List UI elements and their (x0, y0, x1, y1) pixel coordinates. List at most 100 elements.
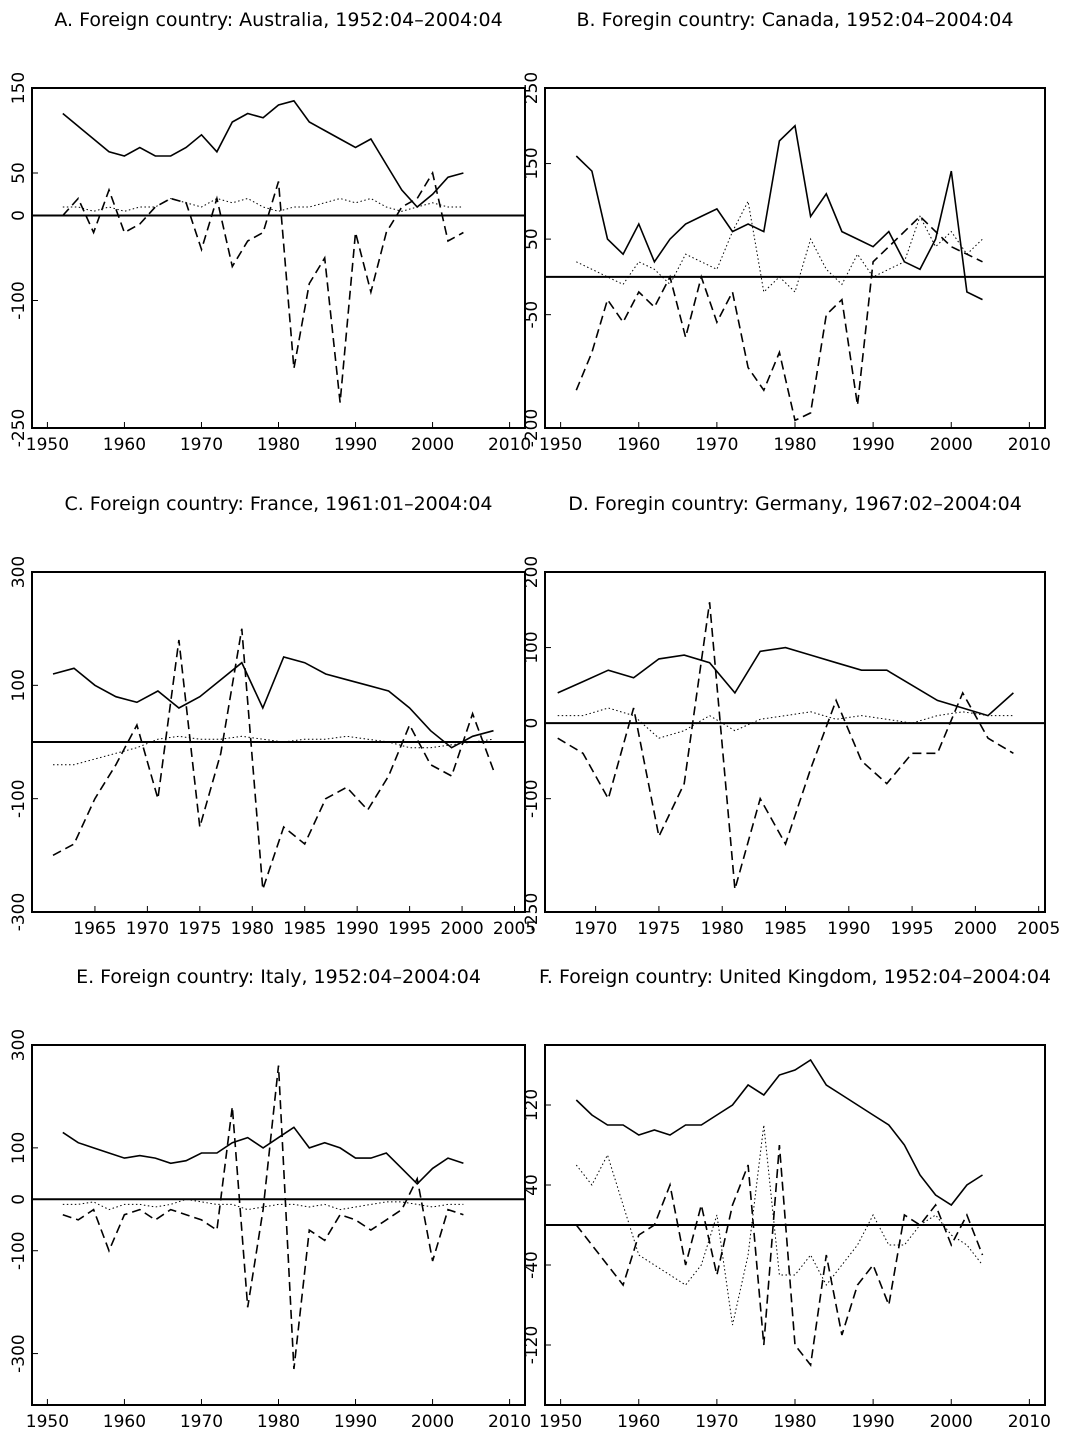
panel-title: E. Foreign country: Italy, 1952:04–2004:… (76, 966, 481, 988)
y-tick-label: 0 (9, 210, 29, 221)
x-tick-label: 2010 (488, 1412, 531, 1432)
panel-title: A. Foreign country: Australia, 1952:04–2… (54, 9, 502, 31)
y-tick-label: 50 (522, 228, 542, 250)
panel: F. Foreign country: United Kingdom, 1952… (522, 966, 1051, 1432)
y-tick-label: -40 (522, 1251, 542, 1279)
x-tick-label: 1980 (231, 919, 274, 939)
y-tick-label: 100 (9, 1132, 29, 1164)
panel-title: D. Foregin country: Germany, 1967:02–200… (568, 493, 1022, 515)
x-tick-label: 1970 (695, 1412, 738, 1432)
x-tick-label: 2010 (1008, 435, 1051, 455)
series-line (575, 1058, 983, 1207)
series-line (62, 1126, 464, 1186)
x-tick-label: 1995 (388, 919, 431, 939)
x-tick-label: 1975 (178, 919, 221, 939)
x-tick-label: 2010 (1008, 1412, 1051, 1432)
x-tick-label: 1960 (103, 1412, 146, 1432)
y-tick-label: -50 (522, 301, 542, 329)
y-tick-label: 150 (522, 147, 542, 179)
y-tick-label: -100 (9, 779, 29, 818)
x-tick-label: 1990 (334, 435, 377, 455)
x-tick-label: 2000 (954, 919, 997, 939)
panel: C. Foreign country: France, 1961:01–2004… (9, 493, 536, 939)
y-tick-label: -100 (9, 1231, 29, 1270)
x-tick-label: 1950 (539, 1412, 582, 1432)
x-tick-label: 1950 (26, 1412, 69, 1432)
panel-title: C. Foreign country: France, 1961:01–2004… (64, 493, 492, 515)
plot-frame (31, 1044, 526, 1406)
plot-frame (544, 87, 1046, 429)
series-line (557, 602, 1014, 890)
y-tick-label: -300 (9, 893, 29, 932)
series-line (53, 735, 494, 766)
x-tick-label: 1990 (334, 1412, 377, 1432)
y-tick-label: 250 (522, 72, 542, 104)
series-line (575, 1144, 984, 1367)
x-tick-label: 1975 (637, 919, 680, 939)
x-tick-label: 1960 (617, 1412, 660, 1432)
x-tick-label: 1960 (103, 435, 146, 455)
y-tick-label: -250 (522, 893, 542, 932)
x-tick-label: 1990 (851, 435, 894, 455)
series-line (62, 170, 464, 403)
series-line (62, 197, 464, 212)
panel: D. Foregin country: Germany, 1967:02–200… (522, 493, 1060, 939)
x-tick-label: 2005 (1017, 919, 1060, 939)
y-tick-label: 0 (9, 1194, 29, 1205)
series-line (575, 124, 983, 301)
x-tick-label: 2005 (493, 919, 536, 939)
x-tick-label: 1985 (764, 919, 807, 939)
panel: A. Foreign country: Australia, 1952:04–2… (9, 9, 531, 455)
series-line (575, 215, 983, 422)
series-line (576, 199, 983, 294)
y-tick-label: 50 (9, 162, 29, 184)
x-tick-label: 1990 (851, 1412, 894, 1432)
panel: E. Foreign country: Italy, 1952:04–2004:… (9, 966, 531, 1432)
series-line (52, 628, 495, 890)
x-tick-label: 2000 (411, 1412, 454, 1432)
y-tick-label: -100 (522, 779, 542, 818)
x-tick-label: 1970 (695, 435, 738, 455)
x-tick-label: 2000 (930, 1412, 973, 1432)
y-tick-label: 40 (522, 1174, 542, 1196)
y-tick-label: -100 (9, 281, 29, 320)
series-line (52, 656, 494, 749)
y-tick-label: -200 (522, 409, 542, 448)
panel-title: B. Foregin country: Canada, 1952:04–2004… (577, 9, 1014, 31)
x-tick-label: 2000 (930, 435, 973, 455)
x-tick-label: 1980 (773, 435, 816, 455)
x-tick-label: 1980 (257, 1412, 300, 1432)
panel-title: F. Foreign country: United Kingdom, 1952… (539, 966, 1051, 988)
x-tick-label: 2010 (488, 435, 531, 455)
y-tick-label: 300 (9, 1029, 29, 1061)
y-tick-label: 200 (522, 556, 542, 588)
y-tick-label: -300 (9, 1334, 29, 1373)
x-tick-label: 1970 (180, 1412, 223, 1432)
y-tick-label: -250 (9, 409, 29, 448)
y-tick-label: 0 (522, 718, 542, 729)
y-tick-label: 150 (9, 72, 29, 104)
series-line (62, 1065, 464, 1370)
x-tick-label: 1960 (617, 435, 660, 455)
x-tick-label: 1990 (336, 919, 379, 939)
x-tick-label: 1990 (827, 919, 870, 939)
x-tick-label: 1980 (701, 919, 744, 939)
x-tick-label: 1980 (257, 435, 300, 455)
x-tick-label: 1965 (73, 919, 116, 939)
y-tick-label: -120 (522, 1326, 542, 1365)
x-tick-label: 1995 (890, 919, 933, 939)
plot-frame (544, 571, 1046, 913)
x-tick-label: 1950 (539, 435, 582, 455)
x-tick-label: 2000 (411, 435, 454, 455)
x-tick-label: 1950 (26, 435, 69, 455)
x-tick-label: 2000 (440, 919, 483, 939)
y-tick-label: 100 (9, 669, 29, 701)
plot-frame (31, 87, 526, 429)
x-tick-label: 1970 (126, 919, 169, 939)
x-tick-label: 1980 (773, 1412, 816, 1432)
panel: B. Foregin country: Canada, 1952:04–2004… (522, 9, 1051, 455)
x-tick-label: 1985 (283, 919, 326, 939)
series-line (557, 646, 1014, 717)
x-tick-label: 1970 (574, 919, 617, 939)
